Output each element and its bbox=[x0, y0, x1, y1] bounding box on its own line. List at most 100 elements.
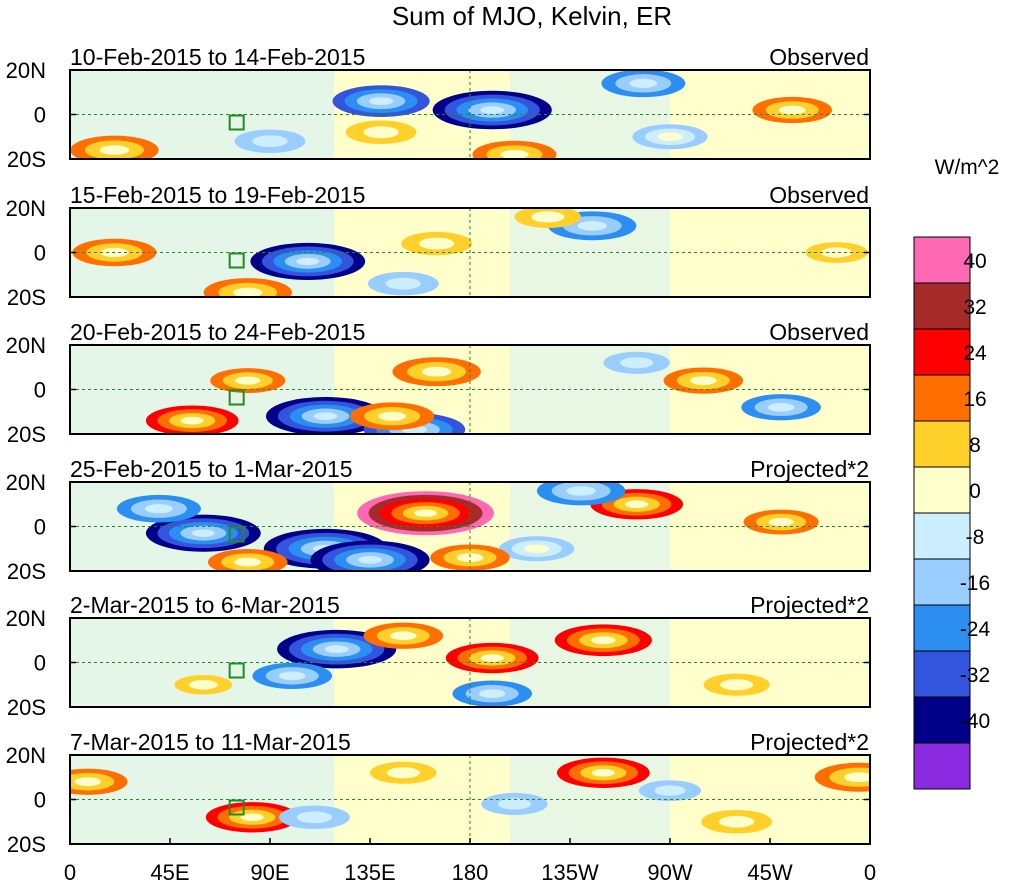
anomaly-contour bbox=[566, 486, 596, 496]
anomaly-2 bbox=[332, 85, 430, 117]
anomaly-5 bbox=[252, 662, 333, 689]
panel-period-label: 2-Mar-2015 to 6-Mar-2015 bbox=[70, 592, 340, 618]
anomaly-contour bbox=[620, 357, 654, 369]
anomaly-8 bbox=[805, 242, 868, 263]
colorbar-tick-label: 0 bbox=[969, 480, 981, 503]
anomaly-contour bbox=[480, 106, 505, 114]
marker-box bbox=[228, 252, 245, 269]
anomaly-8 bbox=[603, 351, 670, 374]
anomaly-8 bbox=[207, 548, 288, 571]
colorbar-tick-label: -32 bbox=[960, 664, 990, 687]
anomaly-7 bbox=[345, 120, 417, 145]
y-tick-label: 20N bbox=[6, 470, 46, 495]
y-tick-label: 20N bbox=[6, 333, 46, 358]
y-tick-label: 20N bbox=[6, 58, 46, 83]
anomaly-contour bbox=[418, 237, 455, 250]
y-tick-label: 20S bbox=[7, 832, 46, 857]
anomaly-6 bbox=[514, 208, 581, 228]
colorbar: W/m^2 40 32 24 16 8 0 -8 -16 -24 -32 -40 bbox=[913, 156, 999, 790]
anomaly-contour bbox=[778, 105, 806, 115]
anomaly-contour bbox=[414, 509, 437, 517]
panel-4: 20N 0 20S 25-Feb-2015 to 1-Mar-2015 Projecte… bbox=[6, 456, 871, 584]
anomaly-8 bbox=[481, 792, 548, 816]
colorbar-tick-label: 24 bbox=[963, 342, 987, 365]
y-tick-label: 20S bbox=[7, 695, 46, 720]
marker-box bbox=[228, 389, 245, 406]
anomaly-contour bbox=[296, 811, 333, 824]
panel-period-label: 20-Feb-2015 to 24-Feb-2015 bbox=[70, 319, 365, 345]
anomaly-contour bbox=[500, 149, 529, 159]
colorbar-tick-label: 16 bbox=[963, 388, 986, 411]
panel-period-label: 15-Feb-2015 to 19-Feb-2015 bbox=[70, 182, 365, 208]
anomaly-1 bbox=[265, 396, 386, 434]
y-tick-label: 0 bbox=[34, 515, 46, 540]
anomaly-contour bbox=[625, 500, 649, 509]
x-tick-label: 0 bbox=[864, 860, 876, 885]
marker-box bbox=[228, 662, 245, 679]
anomaly-4 bbox=[363, 622, 444, 649]
anomaly-contour bbox=[296, 257, 320, 266]
anomaly-contour bbox=[233, 287, 263, 297]
anomaly-2 bbox=[556, 757, 650, 788]
anomaly-contour bbox=[654, 785, 686, 796]
marker-box bbox=[228, 799, 245, 816]
y-tick-label: 20S bbox=[7, 285, 46, 310]
anomaly-contour bbox=[657, 132, 683, 141]
anomaly-contour bbox=[252, 135, 288, 148]
panel-6: 20N 0 20S 7-Mar-2015 to 11-Mar-2015 Projecte… bbox=[6, 729, 871, 857]
anomaly-contour bbox=[591, 636, 616, 645]
anomaly-5 bbox=[370, 761, 437, 784]
panel-kind-label: Projected*2 bbox=[750, 592, 869, 618]
colorbar-tick-label: -24 bbox=[960, 618, 991, 641]
colorbar-swatch bbox=[913, 236, 971, 284]
panel-period-label: 25-Feb-2015 to 1-Mar-2015 bbox=[70, 456, 353, 482]
marker-box bbox=[228, 526, 245, 543]
anomaly-9 bbox=[743, 509, 819, 535]
anomaly-field bbox=[70, 345, 821, 434]
anomaly-contour bbox=[844, 772, 870, 783]
anomaly-9 bbox=[632, 124, 708, 150]
anomaly-6 bbox=[116, 494, 201, 523]
anomaly-5 bbox=[663, 367, 744, 394]
anomaly-contour bbox=[358, 556, 382, 564]
y-tick-label: 20N bbox=[6, 196, 46, 221]
anomaly-3 bbox=[554, 624, 652, 657]
anomaly-contour bbox=[99, 145, 130, 155]
chart-title: Sum of MJO, Kelvin, ER bbox=[392, 1, 672, 31]
x-tick-label: 0 bbox=[64, 860, 76, 885]
anomaly-contour bbox=[718, 815, 755, 828]
colorbar-swatch bbox=[913, 374, 971, 422]
colorbar-swatch bbox=[913, 466, 971, 514]
anomaly-contour bbox=[363, 126, 399, 139]
colorbar-swatch bbox=[913, 650, 971, 698]
anomaly-contour bbox=[313, 412, 338, 421]
anomaly-contour bbox=[456, 553, 484, 563]
colorbar-swatch bbox=[913, 604, 971, 652]
panel-3: 20N 0 20S 20-Feb-2015 to 24-Feb-2015 Observe… bbox=[6, 319, 871, 447]
anomaly-contour bbox=[240, 813, 264, 822]
y-tick-label: 0 bbox=[34, 788, 46, 813]
anomaly-contour bbox=[591, 769, 615, 777]
anomaly-7 bbox=[703, 673, 770, 696]
y-tick-label: 20S bbox=[7, 559, 46, 584]
anomaly-9 bbox=[639, 780, 701, 801]
anomaly-contour bbox=[390, 631, 417, 641]
anomaly-contour bbox=[386, 767, 420, 779]
anomaly-3 bbox=[814, 762, 870, 792]
colorbar-swatch bbox=[913, 282, 971, 330]
x-tick-label: 45W bbox=[747, 860, 792, 885]
anomaly-field bbox=[70, 755, 870, 844]
anomaly-contour bbox=[478, 689, 506, 699]
anomaly-contour bbox=[278, 671, 306, 681]
panel-5: 20N 0 20S 2-Mar-2015 to 6-Mar-2015 Projected… bbox=[6, 592, 871, 720]
anomaly-3 bbox=[310, 540, 430, 571]
anomaly-6 bbox=[472, 140, 557, 159]
anomaly-11 bbox=[430, 544, 510, 571]
colorbar-swatch bbox=[913, 512, 971, 560]
y-tick-label: 0 bbox=[34, 103, 46, 128]
x-tick-label: 90W bbox=[647, 860, 692, 885]
y-tick-label: 0 bbox=[34, 378, 46, 403]
anomaly-2 bbox=[445, 642, 539, 674]
anomaly-5 bbox=[70, 135, 159, 159]
